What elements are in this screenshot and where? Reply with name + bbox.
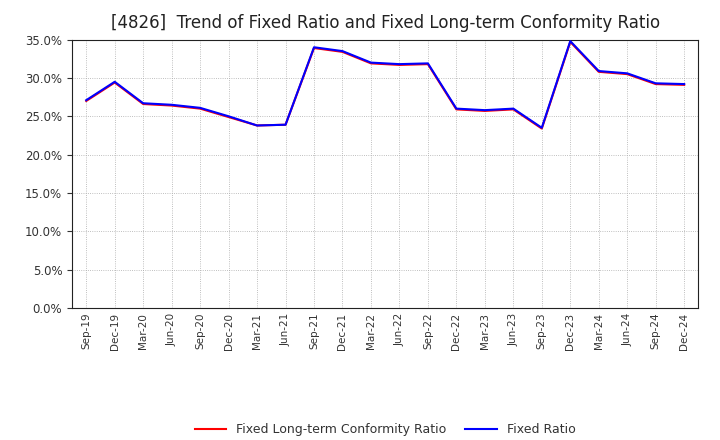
- Fixed Ratio: [110, 79, 119, 84]
- Legend: Fixed Long-term Conformity Ratio, Fixed Ratio: Fixed Long-term Conformity Ratio, Fixed …: [190, 418, 580, 440]
- Fixed Long-term Conformity Ratio: [196, 106, 204, 111]
- Fixed Ratio: [423, 61, 432, 66]
- Line: Fixed Long-term Conformity Ratio: Fixed Long-term Conformity Ratio: [86, 42, 684, 128]
- Fixed Long-term Conformity Ratio: [338, 49, 347, 55]
- Fixed Ratio: [196, 105, 204, 110]
- Fixed Long-term Conformity Ratio: [595, 69, 603, 74]
- Fixed Ratio: [595, 68, 603, 73]
- Fixed Ratio: [253, 123, 261, 128]
- Fixed Long-term Conformity Ratio: [253, 123, 261, 128]
- Fixed Long-term Conformity Ratio: [537, 126, 546, 131]
- Fixed Long-term Conformity Ratio: [680, 82, 688, 88]
- Fixed Ratio: [395, 62, 404, 67]
- Fixed Ratio: [623, 71, 631, 76]
- Fixed Long-term Conformity Ratio: [167, 103, 176, 108]
- Fixed Long-term Conformity Ratio: [566, 39, 575, 44]
- Fixed Long-term Conformity Ratio: [652, 81, 660, 87]
- Title: [4826]  Trend of Fixed Ratio and Fixed Long-term Conformity Ratio: [4826] Trend of Fixed Ratio and Fixed Lo…: [111, 15, 660, 33]
- Fixed Long-term Conformity Ratio: [623, 71, 631, 77]
- Fixed Ratio: [139, 101, 148, 106]
- Fixed Ratio: [82, 98, 91, 103]
- Fixed Ratio: [680, 81, 688, 87]
- Fixed Long-term Conformity Ratio: [110, 80, 119, 85]
- Fixed Ratio: [310, 44, 318, 50]
- Fixed Ratio: [509, 106, 518, 111]
- Fixed Ratio: [282, 122, 290, 127]
- Fixed Ratio: [167, 102, 176, 107]
- Fixed Ratio: [225, 114, 233, 119]
- Fixed Long-term Conformity Ratio: [366, 61, 375, 66]
- Fixed Long-term Conformity Ratio: [139, 101, 148, 106]
- Fixed Long-term Conformity Ratio: [509, 107, 518, 112]
- Fixed Ratio: [537, 125, 546, 130]
- Fixed Ratio: [652, 81, 660, 86]
- Fixed Long-term Conformity Ratio: [310, 45, 318, 51]
- Fixed Ratio: [366, 60, 375, 65]
- Fixed Long-term Conformity Ratio: [452, 107, 461, 112]
- Fixed Ratio: [452, 106, 461, 111]
- Fixed Long-term Conformity Ratio: [82, 98, 91, 103]
- Fixed Long-term Conformity Ratio: [282, 122, 290, 127]
- Fixed Long-term Conformity Ratio: [395, 62, 404, 68]
- Fixed Ratio: [480, 107, 489, 113]
- Fixed Long-term Conformity Ratio: [423, 62, 432, 67]
- Fixed Long-term Conformity Ratio: [480, 108, 489, 114]
- Fixed Ratio: [338, 48, 347, 54]
- Fixed Ratio: [566, 38, 575, 44]
- Fixed Long-term Conformity Ratio: [225, 114, 233, 120]
- Line: Fixed Ratio: Fixed Ratio: [86, 41, 684, 128]
